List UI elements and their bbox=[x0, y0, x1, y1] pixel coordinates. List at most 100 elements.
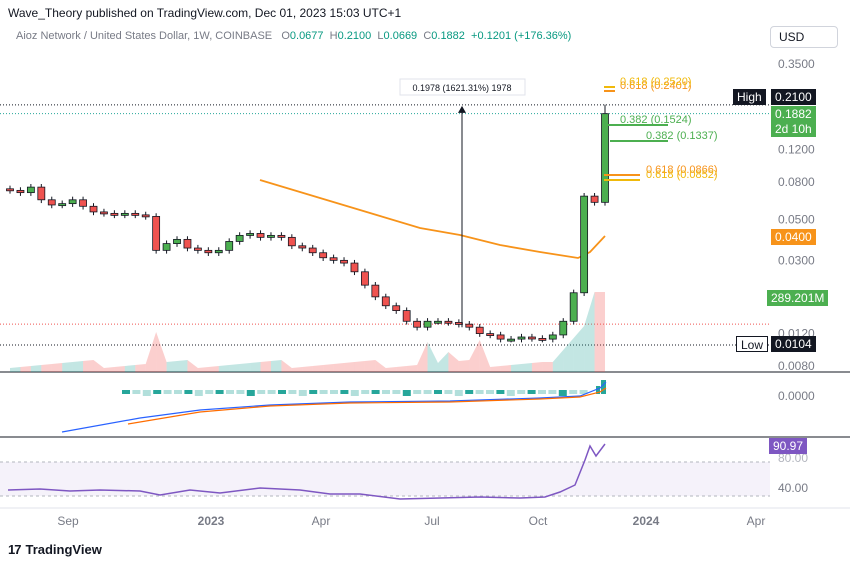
volume-area bbox=[344, 362, 355, 372]
volume-area bbox=[114, 366, 125, 372]
candle-body bbox=[193, 247, 202, 251]
macd-histogram-bar bbox=[340, 390, 349, 394]
macd-histogram-bar bbox=[330, 390, 338, 394]
candle-body bbox=[507, 338, 515, 342]
currency-button[interactable]: USD bbox=[770, 26, 838, 48]
candle-body bbox=[517, 336, 526, 340]
candle-body bbox=[548, 334, 557, 340]
rsi-tick-label: 80.00 bbox=[778, 451, 808, 465]
high-value: 0.2100 bbox=[337, 30, 372, 42]
volume-area bbox=[145, 332, 157, 372]
macd-histogram-bar bbox=[236, 390, 245, 394]
volume-area bbox=[594, 292, 605, 372]
fib-level-label: 0.618 (0.2401) bbox=[620, 80, 692, 92]
macd-histogram-bar bbox=[267, 390, 276, 394]
volume-area bbox=[302, 366, 313, 372]
candle-body bbox=[120, 212, 129, 216]
candle-body bbox=[465, 323, 474, 328]
macd-histogram-bar bbox=[298, 390, 307, 396]
candle-body bbox=[16, 189, 25, 194]
candle-body bbox=[402, 310, 411, 322]
candle-body bbox=[496, 334, 505, 340]
candle-body bbox=[580, 195, 589, 294]
volume-area bbox=[521, 363, 532, 372]
macd-histogram-bar bbox=[548, 390, 557, 394]
volume-area bbox=[291, 367, 303, 372]
y-tick-label: 0.0080 bbox=[778, 359, 815, 373]
volume-area bbox=[490, 366, 501, 372]
candle-body bbox=[68, 199, 77, 205]
volume-area bbox=[229, 364, 240, 372]
candle-body bbox=[79, 199, 87, 207]
volume-area bbox=[208, 366, 219, 372]
candle-body bbox=[131, 212, 140, 216]
macd-histogram-bar bbox=[538, 390, 546, 394]
macd-histogram-bar bbox=[601, 380, 606, 394]
macd-line bbox=[61, 381, 607, 433]
macd-histogram-bar bbox=[413, 390, 422, 394]
tradingview-logo-mark: 17 bbox=[8, 542, 22, 557]
fib-level-label: 0.618 (0.0852) bbox=[646, 169, 718, 181]
macd-histogram-bar bbox=[194, 390, 203, 396]
macd-histogram-bar bbox=[423, 390, 432, 394]
high-label: H bbox=[329, 30, 338, 42]
volume-area bbox=[531, 362, 543, 372]
symbol-info: Aioz Network / United States Dollar, 1W,… bbox=[16, 30, 571, 42]
candle-body bbox=[308, 247, 317, 254]
candle-body bbox=[267, 234, 275, 238]
macd-histogram-bar bbox=[506, 390, 515, 396]
volume-area bbox=[41, 364, 52, 372]
tradingview-brand: TradingView bbox=[25, 542, 102, 557]
volume-area bbox=[62, 362, 73, 372]
volume-area bbox=[333, 363, 345, 372]
rsi-tag: 90.97 bbox=[769, 438, 808, 454]
volume-area bbox=[218, 365, 230, 372]
macd-histogram-bar bbox=[382, 390, 390, 394]
candle-body bbox=[350, 262, 359, 273]
volume-area bbox=[270, 360, 282, 372]
countdown-tag: 2d 10h bbox=[771, 121, 816, 137]
publish-attribution: Wave_Theory published on TradingView.com… bbox=[8, 6, 402, 20]
candle-body bbox=[246, 233, 254, 236]
change-value: +0.1201 (+176.36%) bbox=[471, 30, 572, 42]
volume-area bbox=[417, 342, 428, 372]
tradingview-logo[interactable]: 17 TradingView bbox=[8, 542, 102, 557]
candle-body bbox=[486, 333, 495, 336]
volume-area bbox=[406, 365, 418, 372]
macd-histogram-bar bbox=[153, 390, 162, 394]
macd-histogram-bar bbox=[596, 386, 600, 394]
volume-area bbox=[166, 361, 178, 372]
volume-area bbox=[552, 350, 564, 372]
volume-area bbox=[83, 360, 94, 372]
candle-body bbox=[225, 241, 234, 251]
volume-area bbox=[479, 340, 491, 372]
volume-area bbox=[375, 360, 386, 372]
macd-histogram-bar bbox=[558, 390, 567, 396]
candle-body bbox=[214, 249, 223, 254]
macd-histogram-bar bbox=[496, 390, 505, 394]
candle-body bbox=[26, 186, 35, 194]
macd-histogram-bar bbox=[288, 390, 297, 394]
y-tick-label: 0.0300 bbox=[778, 253, 815, 267]
candle-body bbox=[58, 203, 67, 207]
volume-area bbox=[458, 360, 470, 372]
volume-area bbox=[396, 366, 407, 372]
candle-body bbox=[298, 245, 307, 249]
high-tag-label: High bbox=[733, 89, 766, 105]
volume-area bbox=[542, 362, 553, 372]
volume-tag: 289.201M bbox=[767, 290, 829, 306]
candle-body bbox=[6, 188, 14, 192]
macd-signal-line bbox=[127, 387, 607, 425]
candle-body bbox=[538, 337, 547, 341]
macd-histogram-bar bbox=[319, 390, 328, 394]
candle-body bbox=[444, 320, 453, 324]
macd-histogram-bar bbox=[517, 390, 526, 394]
candle-body bbox=[454, 322, 463, 325]
volume-area bbox=[385, 367, 397, 372]
candle-body bbox=[89, 205, 98, 213]
volume-area bbox=[469, 340, 480, 372]
candle-body bbox=[173, 238, 181, 244]
candle-body bbox=[559, 320, 568, 336]
measure-box bbox=[399, 78, 526, 96]
